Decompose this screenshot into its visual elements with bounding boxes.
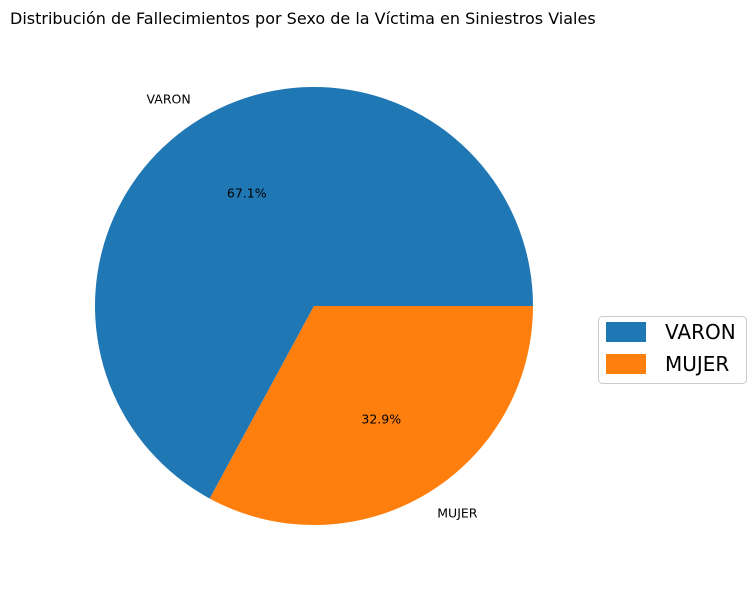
slice-label-mujer: MUJER: [437, 505, 478, 520]
slice-percent-varon: 67.1%: [227, 186, 267, 201]
legend-swatch-mujer: [606, 354, 646, 374]
legend-swatch-varon: [606, 322, 646, 342]
legend: VARON MUJER: [598, 316, 747, 384]
slice-label-varon: VARON: [147, 92, 191, 107]
slice-percent-mujer: 32.9%: [361, 411, 401, 426]
pie-slices: [95, 86, 533, 525]
legend-label-mujer: MUJER: [665, 352, 729, 376]
pie-slice-mujer: [209, 306, 533, 525]
pie-labels: VARON 67.1% MUJER 32.9%: [147, 92, 478, 521]
pie-slice-varon: [95, 86, 533, 499]
chart-title: Distribución de Fallecimientos por Sexo …: [10, 9, 596, 28]
legend-label-varon: VARON: [665, 320, 736, 344]
